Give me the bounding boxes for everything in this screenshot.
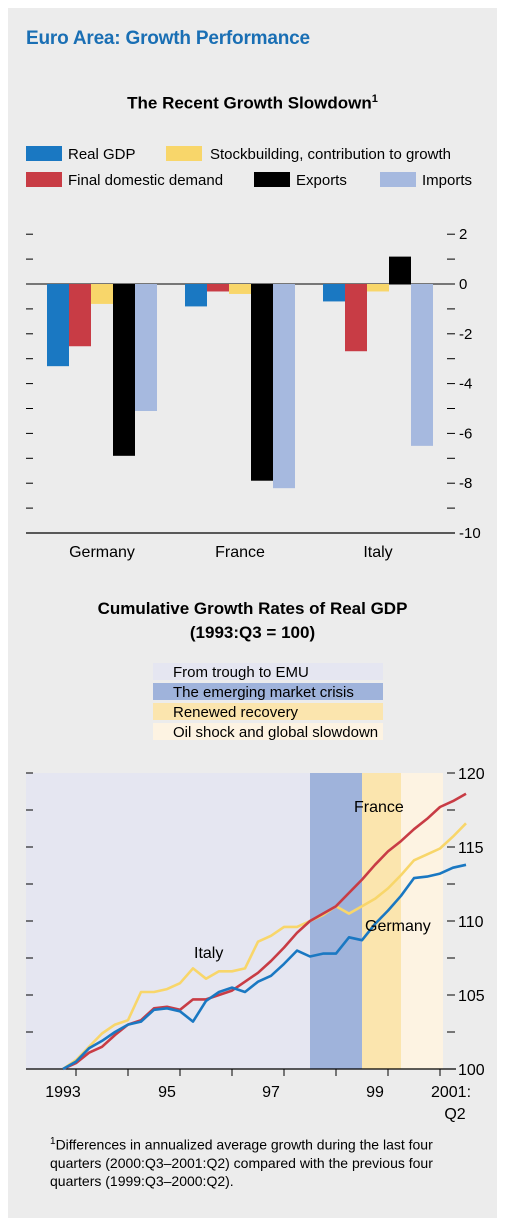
x-tick-label: Q2: [444, 1106, 465, 1123]
figure-title: Euro Area: Growth Performance: [26, 28, 310, 49]
y-tick-label: 105: [458, 988, 485, 1005]
legend-label-3: Exports: [296, 172, 347, 189]
region-legend-swatch-1: [153, 683, 383, 700]
bar-france-4: [273, 284, 295, 489]
bar-italy-4: [411, 284, 433, 446]
region-band-2: [362, 773, 401, 1069]
series-label-france: France: [354, 799, 404, 816]
region-band-0: [26, 773, 310, 1069]
bar-germany-0: [47, 284, 69, 367]
bar-france-0: [185, 284, 207, 307]
y-tick-label: -8: [459, 475, 472, 492]
y-tick-label: 110: [458, 914, 484, 931]
series-label-italy: Italy: [194, 945, 223, 962]
bar-france-2: [229, 284, 251, 294]
y-tick-label: 100: [458, 1062, 485, 1079]
footnote-text: Differences in annualized average growth…: [50, 1136, 433, 1189]
x-tick-label: 97: [262, 1084, 280, 1101]
bar-italy-3: [389, 256, 411, 284]
x-category-label: Italy: [363, 544, 392, 561]
legend-swatch-2: [166, 146, 202, 161]
region-legend-label-0: From trough to EMU: [173, 664, 309, 681]
bar-italy-2: [367, 284, 389, 292]
bar-italy-1: [345, 284, 367, 352]
footnote: 1Differences in annualized average growt…: [50, 1133, 470, 1190]
line-chart: From trough to EMU The emerging market cr…: [26, 663, 485, 1123]
x-tick-label: 99: [366, 1084, 384, 1101]
bar-germany-2: [91, 284, 113, 304]
line-chart-title: Cumulative Growth Rates of Real GDP: [97, 599, 408, 618]
bar-france-1: [207, 284, 229, 292]
legend-label-1: Final domestic demand: [68, 172, 223, 189]
y-tick-label: -4: [459, 376, 472, 393]
series-line-germany: [62, 863, 467, 1071]
legend-swatch-1: [26, 172, 62, 187]
region-legend-label-1: The emerging market crisis: [173, 684, 354, 701]
y-tick-label: 0: [459, 276, 467, 293]
region-legend-swatch-3: [153, 723, 383, 740]
y-tick-label: 120: [458, 766, 485, 783]
bar-germany-3: [113, 284, 135, 456]
y-tick-label: -10: [459, 525, 481, 542]
region-band-1: [310, 773, 362, 1069]
bar-germany-1: [69, 284, 91, 347]
y-tick-label: 115: [458, 840, 484, 857]
x-category-label: Germany: [69, 544, 135, 561]
legend-swatch-3: [254, 172, 290, 187]
y-tick-label: 2: [459, 226, 467, 243]
line-chart-subtitle: (1993:Q3 = 100): [189, 623, 316, 642]
legend-label-0: Real GDP: [68, 146, 136, 163]
x-tick-label: 2001:: [431, 1084, 471, 1101]
legend-label-2: Stockbuilding, contribution to growth: [210, 146, 451, 163]
series-line-italy: [62, 822, 467, 1071]
bar-germany-4: [135, 284, 157, 411]
bar-chart: Real GDP Final domestic demand Stockbuildi…: [26, 146, 481, 561]
x-tick-label: 1993: [45, 1084, 81, 1101]
legend-swatch-0: [26, 146, 62, 161]
region-legend-swatch-0: [153, 663, 383, 680]
region-legend-label-2: Renewed recovery: [173, 704, 299, 721]
bar-italy-0: [323, 284, 345, 302]
footnote-mark: 1: [50, 1136, 56, 1147]
legend-swatch-4: [380, 172, 416, 187]
y-tick-label: -2: [459, 326, 472, 343]
bar-chart-title: The Recent Growth Slowdown1: [0, 88, 505, 115]
series-label-germany: Germany: [365, 918, 431, 935]
bar-france-3: [251, 284, 273, 481]
legend-label-4: Imports: [422, 172, 472, 189]
x-category-label: France: [215, 544, 265, 561]
bar-chart-title-footnote-mark: 1: [371, 93, 378, 105]
x-tick-label: 95: [158, 1084, 176, 1101]
region-legend-label-3: Oil shock and global slowdown: [173, 724, 378, 741]
y-tick-label: -6: [459, 425, 472, 442]
bar-chart-title-text: The Recent Growth Slowdown: [127, 93, 372, 113]
region-legend-swatch-2: [153, 703, 383, 720]
